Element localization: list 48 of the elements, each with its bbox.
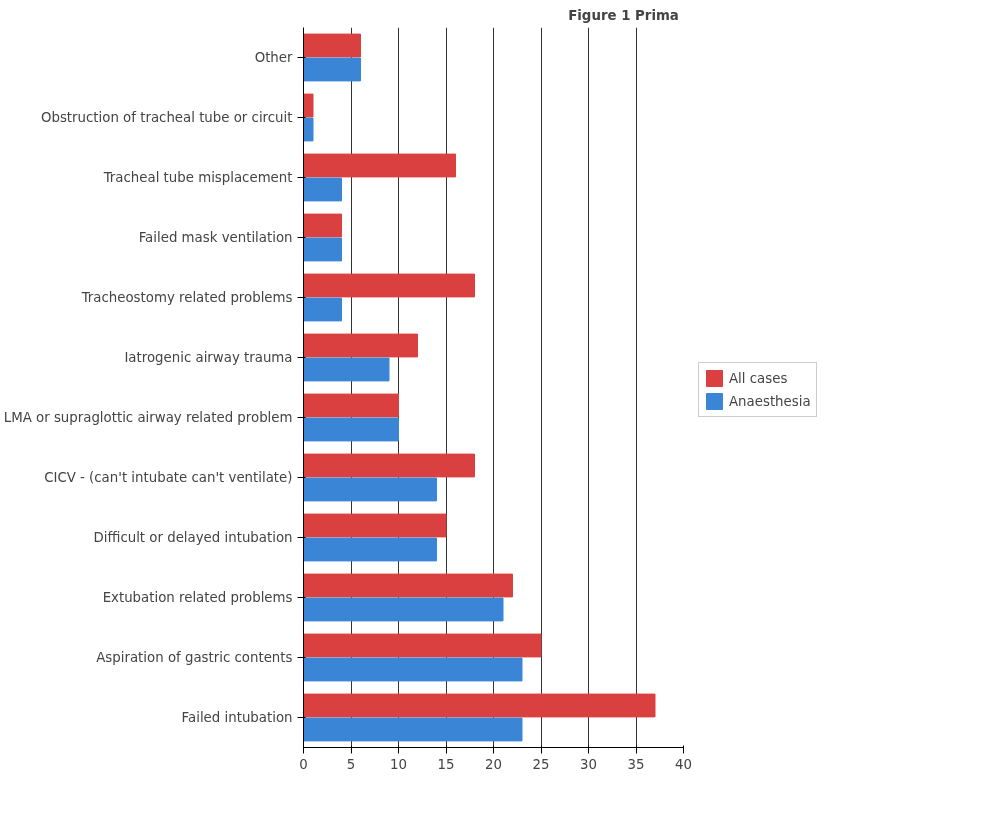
y-tick-label: Failed mask ventilation bbox=[138, 230, 293, 245]
bar bbox=[303, 693, 656, 718]
bar bbox=[303, 177, 342, 202]
y-tick-label: Failed intubation bbox=[181, 710, 293, 725]
bar bbox=[303, 597, 504, 622]
bar bbox=[303, 57, 361, 82]
x-tick-label: 20 bbox=[485, 756, 502, 772]
bar bbox=[303, 117, 314, 142]
bar bbox=[303, 477, 437, 502]
y-tick-label: LMA or supraglottic airway related problem bbox=[3, 410, 293, 425]
x-tick-label: 25 bbox=[532, 756, 550, 772]
bar bbox=[303, 357, 390, 382]
y-tick-label: Tracheal tube misplacement bbox=[102, 170, 293, 185]
bar bbox=[303, 417, 399, 442]
bar bbox=[303, 453, 475, 478]
bar bbox=[303, 573, 513, 598]
bar bbox=[303, 393, 399, 418]
bar bbox=[303, 93, 314, 118]
bar bbox=[303, 153, 456, 178]
x-tick-label: 15 bbox=[437, 756, 455, 772]
legend-label: Anaesthesia bbox=[729, 393, 811, 409]
bar bbox=[303, 633, 542, 658]
x-tick-label: 30 bbox=[580, 756, 597, 772]
x-tick-label: 0 bbox=[299, 756, 308, 772]
y-tick-label: Obstruction of tracheal tube or circuit bbox=[40, 110, 293, 125]
caption: Figure 1 Prima bbox=[568, 7, 679, 23]
y-tick-label: Iatrogenic airway trauma bbox=[124, 350, 293, 365]
y-tick-label: Extubation related problems bbox=[102, 590, 293, 605]
bar bbox=[303, 537, 437, 562]
bar bbox=[303, 297, 342, 322]
bar bbox=[303, 33, 361, 58]
bar bbox=[303, 273, 475, 298]
y-tick-label: Tracheostomy related problems bbox=[80, 290, 293, 305]
x-tick-label: 10 bbox=[390, 756, 407, 772]
bar bbox=[303, 237, 342, 262]
bar bbox=[303, 717, 523, 742]
bar bbox=[303, 333, 418, 358]
legend-label: All cases bbox=[729, 370, 788, 386]
x-tick-label: 40 bbox=[675, 756, 692, 772]
x-tick-label: 5 bbox=[346, 756, 356, 772]
bar bbox=[303, 657, 523, 682]
y-tick-label: Difficult or delayed intubation bbox=[93, 530, 293, 545]
x-tick-label: 35 bbox=[627, 756, 645, 772]
y-tick-label: Aspiration of gastric contents bbox=[96, 650, 293, 665]
y-tick-label: Other bbox=[254, 50, 294, 65]
bar bbox=[303, 513, 447, 538]
y-tick-label: CICV - (can't intubate can't ventilate) bbox=[44, 470, 293, 485]
bar bbox=[303, 213, 342, 238]
